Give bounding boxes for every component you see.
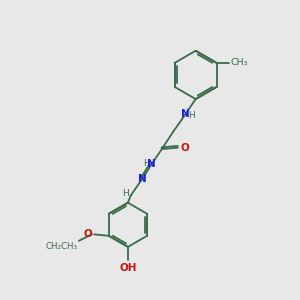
Text: O: O xyxy=(84,230,92,239)
Text: N: N xyxy=(181,110,189,119)
Text: O: O xyxy=(180,142,189,153)
Text: N: N xyxy=(138,174,147,184)
Text: OH: OH xyxy=(119,263,137,273)
Text: H: H xyxy=(188,111,195,120)
Text: N: N xyxy=(147,159,156,170)
Text: CH₃: CH₃ xyxy=(230,58,247,67)
Text: H: H xyxy=(143,159,150,168)
Text: CH₂CH₃: CH₂CH₃ xyxy=(46,242,78,251)
Text: H: H xyxy=(122,189,129,198)
